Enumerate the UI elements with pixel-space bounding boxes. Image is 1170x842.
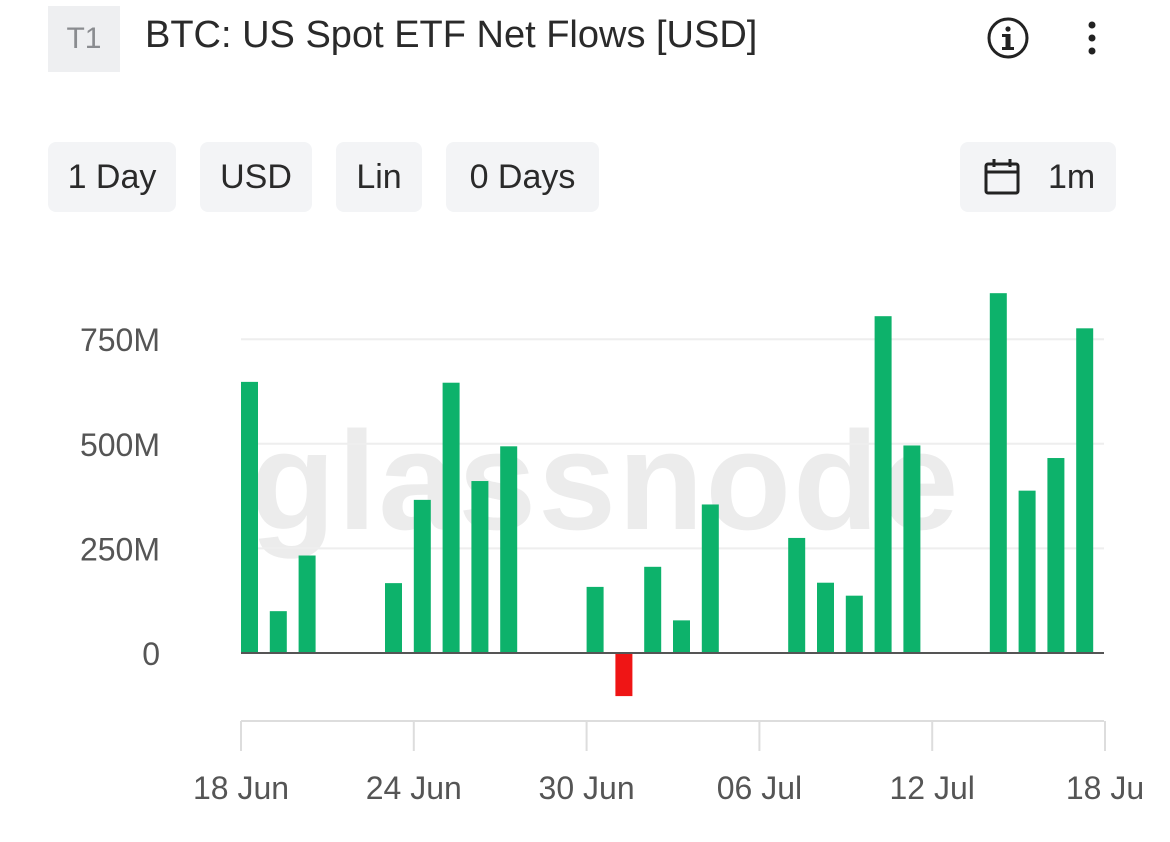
bar bbox=[903, 445, 921, 653]
chart-title: BTC: US Spot ETF Net Flows [USD] bbox=[145, 14, 758, 56]
y-tick-label: 750M bbox=[80, 322, 160, 358]
date-range-selector[interactable]: 1m bbox=[960, 142, 1116, 212]
bar bbox=[1018, 490, 1036, 653]
x-tick-label: 06 Jul bbox=[717, 770, 802, 806]
bar-chart: 0 250M 500M 750M 18 Jun 24 Jun 30 Jun 06 Jul 12 … bbox=[80, 293, 1144, 806]
x-tick-label: 30 Jun bbox=[539, 770, 635, 806]
date-range-label: 1m bbox=[1048, 157, 1096, 196]
bar bbox=[442, 382, 460, 653]
moving-average-selector[interactable]: 0 Days bbox=[446, 142, 599, 212]
y-tick-label: 500M bbox=[80, 427, 160, 463]
x-tick-label: 18 Jun bbox=[193, 770, 289, 806]
info-button[interactable] bbox=[986, 16, 1030, 60]
bar bbox=[1076, 328, 1094, 653]
y-tick-label: 0 bbox=[142, 636, 160, 672]
bar bbox=[788, 537, 806, 653]
interval-selector[interactable]: 1 Day bbox=[48, 142, 176, 212]
vertical-ellipsis-icon bbox=[1088, 21, 1096, 55]
bar bbox=[874, 316, 892, 653]
bar bbox=[413, 499, 431, 653]
moving-average-label: 0 Days bbox=[469, 157, 576, 196]
bar bbox=[845, 595, 863, 653]
bar bbox=[673, 620, 690, 653]
scale-selector[interactable]: Lin bbox=[336, 142, 422, 212]
bar bbox=[701, 504, 719, 653]
bar bbox=[385, 583, 402, 653]
scale-label: Lin bbox=[356, 157, 402, 196]
bar bbox=[989, 293, 1007, 653]
bar bbox=[298, 555, 316, 653]
x-tick-label: 24 Jun bbox=[366, 770, 462, 806]
watermark: glassnode bbox=[250, 402, 961, 559]
x-tick-label: 18 Ju bbox=[1066, 770, 1144, 806]
y-tick-label: 250M bbox=[80, 531, 160, 567]
more-options-button[interactable] bbox=[1078, 16, 1106, 60]
bar bbox=[241, 381, 258, 653]
bar bbox=[471, 481, 489, 653]
bar bbox=[615, 653, 633, 697]
currency-selector[interactable]: USD bbox=[200, 142, 312, 212]
currency-label: USD bbox=[220, 157, 292, 196]
calendar-icon bbox=[984, 159, 1020, 195]
info-circle-icon bbox=[987, 17, 1029, 59]
bar bbox=[644, 566, 662, 653]
bar bbox=[500, 446, 518, 653]
chart-badge: T1 bbox=[48, 6, 120, 72]
interval-label: 1 Day bbox=[67, 157, 157, 196]
bar bbox=[817, 582, 834, 653]
x-tick-label: 12 Jul bbox=[890, 770, 975, 806]
bar bbox=[269, 611, 287, 653]
bar bbox=[1047, 458, 1065, 653]
bar bbox=[586, 586, 604, 653]
